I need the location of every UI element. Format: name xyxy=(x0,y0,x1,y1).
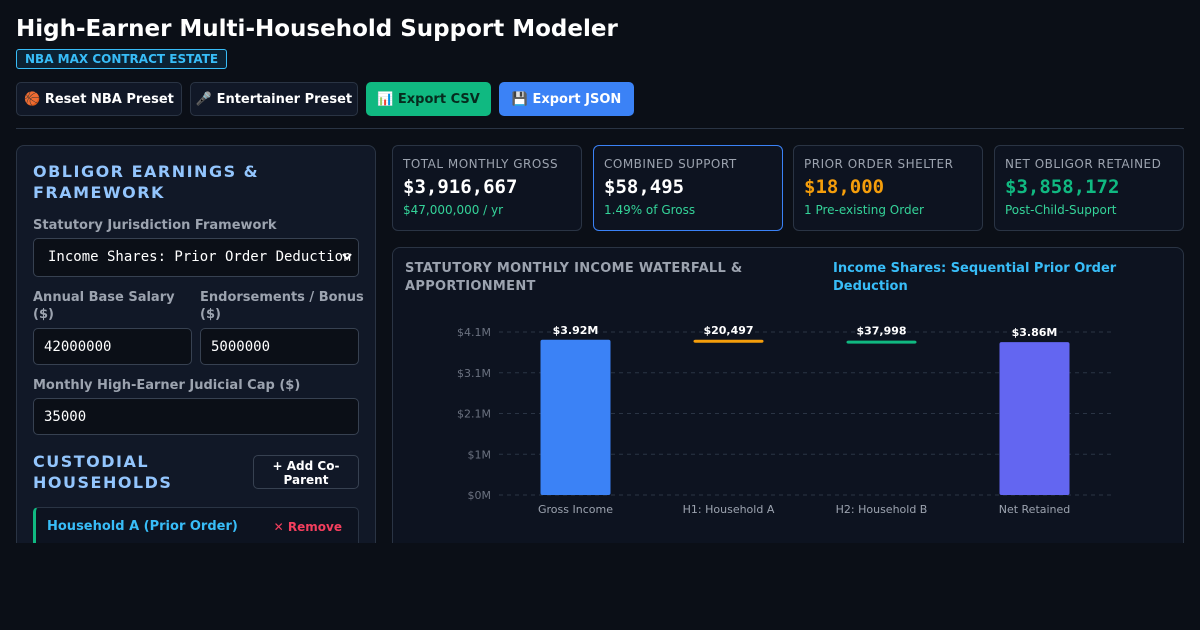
bar xyxy=(999,342,1070,495)
household-name: Household A (Prior Order) xyxy=(47,519,238,534)
y-tick-label: $0M xyxy=(468,489,492,502)
select-value: Income Shares: Prior Order Deduction xyxy=(48,249,352,265)
x-tick-label: Gross Income xyxy=(538,503,613,516)
chart-panel: STATUTORY MONTHLY INCOME WATERFALL & APP… xyxy=(392,247,1184,543)
stat-label: COMBINED SUPPORT xyxy=(604,157,737,171)
value-label: $3.86M xyxy=(1012,326,1058,339)
household-card: Household A (Prior Order) ✕ Remove xyxy=(33,507,359,543)
cap-input[interactable]: 35000 xyxy=(33,398,359,435)
x-tick-label: H2: Household B xyxy=(836,503,928,516)
stat-card: TOTAL MONTHLY GROSS $3,916,667 $47,000,000… xyxy=(392,145,582,231)
salary-input[interactable]: 42000000 xyxy=(33,328,192,365)
json-button[interactable]: 💾 Export JSON xyxy=(499,82,634,116)
field-label: Statutory Jurisdiction Framework xyxy=(33,218,277,233)
value-label: $20,497 xyxy=(703,324,753,337)
bar xyxy=(693,339,764,343)
y-tick-label: $3.1M xyxy=(457,367,491,380)
bar xyxy=(540,339,611,495)
section-title: OBLIGOR EARNINGS & FRAMEWORK xyxy=(33,162,260,202)
csv-button[interactable]: 📊 Export CSV xyxy=(366,82,491,116)
stat-card: PRIOR ORDER SHELTER $18,000 1 Pre-existing… xyxy=(793,145,983,231)
y-tick-label: $1M xyxy=(468,448,492,461)
viewport: High-Earner Multi-Household Support Mode… xyxy=(16,16,1184,543)
x-tick-label: Net Retained xyxy=(999,503,1071,516)
remove-button[interactable]: ✕ Remove xyxy=(273,520,342,534)
field-label: Annual Base Salary ($) xyxy=(33,290,175,322)
jurisdiction-select[interactable]: Income Shares: Prior Order Deduction xyxy=(33,238,359,277)
bar xyxy=(846,340,917,344)
stat-sub: 1 Pre-existing Order xyxy=(804,203,924,217)
stat-value: $3,916,667 xyxy=(403,176,518,198)
x-tick-label: H1: Household A xyxy=(683,503,775,516)
add-button[interactable]: + Add Co-Parent xyxy=(253,455,359,489)
value-label: $37,998 xyxy=(856,325,906,338)
stat-label: PRIOR ORDER SHELTER xyxy=(804,157,954,171)
stat-value: $18,000 xyxy=(804,176,885,198)
stat-value: $58,495 xyxy=(604,176,685,198)
stat-card: NET OBLIGOR RETAINED $3,858,172 Post-Child… xyxy=(994,145,1184,231)
bonus-input[interactable]: 5000000 xyxy=(200,328,359,365)
chart-title: STATUTORY MONTHLY INCOME WATERFALL & APP… xyxy=(405,261,743,294)
page-title: High-Earner Multi-Household Support Mode… xyxy=(16,16,618,42)
stat-value: $3,858,172 xyxy=(1005,176,1120,198)
divider xyxy=(16,128,1184,129)
stat-label: NET OBLIGOR RETAINED xyxy=(1005,157,1162,171)
chevron xyxy=(342,253,352,261)
chart-subtitle: Income Shares: Sequential Prior Order De… xyxy=(833,261,1117,294)
y-tick-label: $4.1M xyxy=(457,326,491,339)
value-label: $3.92M xyxy=(553,324,599,337)
reset-button[interactable]: 🏀 Reset NBA Preset xyxy=(16,82,182,116)
form-panel: OBLIGOR EARNINGS & FRAMEWORK Statutory J… xyxy=(16,145,376,543)
stat-label: TOTAL MONTHLY GROSS xyxy=(403,157,559,171)
stat-sub: $47,000,000 / yr xyxy=(403,203,504,217)
stat-sub: Post-Child-Support xyxy=(1005,203,1117,217)
chart: $0M $1M $2.1M $3.1M $4.1M $3.92M Gross Income $… xyxy=(457,324,1111,516)
stat-sub: 1.49% of Gross xyxy=(604,203,696,217)
y-tick-label: $2.1M xyxy=(457,408,491,421)
preset-button[interactable]: 🎤 Entertainer Preset xyxy=(190,82,358,116)
section-title: CUSTODIAL HOUSEHOLDS xyxy=(33,452,173,492)
field-label: Endorsements / Bonus ($) xyxy=(200,290,364,322)
field-label: Monthly High-Earner Judicial Cap ($) xyxy=(33,378,301,393)
stat-card: COMBINED SUPPORT $58,495 1.49% of Gross xyxy=(593,145,783,231)
badge: NBA MAX CONTRACT ESTATE xyxy=(16,49,228,69)
